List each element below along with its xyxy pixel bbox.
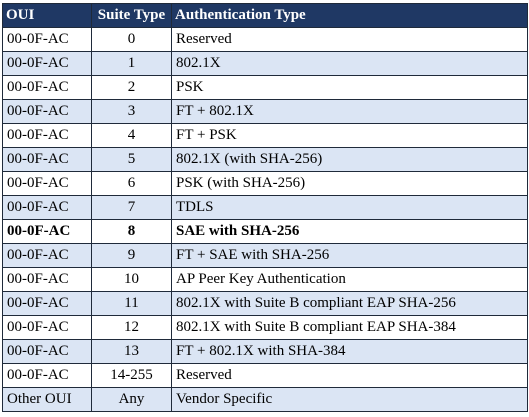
table-row: 00-0F-AC 10 AP Peer Key Authentication	[2, 267, 528, 292]
header-authentication-type: Authentication Type	[171, 3, 528, 28]
table-row: 00-0F-AC 12 802.1X with Suite B compliant …	[2, 315, 528, 340]
table-row: 00-0F-AC 8 SAE with SHA-256	[2, 219, 528, 244]
oui-cell: 00-0F-AC	[2, 243, 92, 268]
suite-type-cell: 13	[91, 339, 172, 364]
suite-type-cell: 12	[91, 315, 172, 340]
suite-type-cell: 6	[91, 171, 172, 196]
suite-type-cell: Any	[91, 387, 172, 412]
table-row: 00-0F-AC 14-255 Reserved	[2, 363, 528, 388]
table-row: 00-0F-AC 1 802.1X	[2, 51, 528, 76]
suite-type-cell: 0	[91, 27, 172, 52]
authentication-type-cell: FT + 802.1X	[171, 99, 528, 124]
authentication-type-cell: TDLS	[171, 195, 528, 220]
oui-cell: 00-0F-AC	[2, 315, 92, 340]
table-row: 00-0F-AC 4 FT + PSK	[2, 123, 528, 148]
oui-cell: 00-0F-AC	[2, 123, 92, 148]
suite-type-cell: 8	[91, 219, 172, 244]
authentication-type-cell: 802.1X (with SHA-256)	[171, 147, 528, 172]
authentication-type-cell: FT + PSK	[171, 123, 528, 148]
oui-cell: 00-0F-AC	[2, 51, 92, 76]
table-row: 00-0F-AC 9 FT + SAE with SHA-256	[2, 243, 528, 268]
suite-type-cell: 2	[91, 75, 172, 100]
authentication-type-cell: Reserved	[171, 27, 528, 52]
suite-type-cell: 9	[91, 243, 172, 268]
oui-cell: 00-0F-AC	[2, 171, 92, 196]
authentication-type-cell: SAE with SHA-256	[171, 219, 528, 244]
header-oui: OUI	[2, 3, 92, 28]
suite-type-cell: 14-255	[91, 363, 172, 388]
table-row: 00-0F-AC 5 802.1X (with SHA-256)	[2, 147, 528, 172]
authentication-type-cell: Reserved	[171, 363, 528, 388]
oui-cell: 00-0F-AC	[2, 363, 92, 388]
authentication-type-cell: Vendor Specific	[171, 387, 528, 412]
oui-cell: 00-0F-AC	[2, 27, 92, 52]
table-body: 00-0F-AC 0 Reserved 00-0F-AC 1 802.1X 00-0F-AC…	[2, 27, 528, 412]
authentication-type-cell: 802.1X with Suite B compliant EAP SHA-38…	[171, 315, 528, 340]
table-row: 00-0F-AC 7 TDLS	[2, 195, 528, 220]
suite-type-cell: 1	[91, 51, 172, 76]
suite-type-cell: 10	[91, 267, 172, 292]
table-header: OUI Suite Type Authentication Type	[2, 3, 528, 28]
suite-type-cell: 4	[91, 123, 172, 148]
header-suite-type: Suite Type	[91, 3, 172, 28]
akm-suite-table-container: OUI Suite Type Authentication Type 00-0F…	[2, 3, 528, 412]
suite-type-cell: 3	[91, 99, 172, 124]
authentication-type-cell: 802.1X	[171, 51, 528, 76]
authentication-type-cell: 802.1X with Suite B compliant EAP SHA-25…	[171, 291, 528, 316]
oui-cell: 00-0F-AC	[2, 291, 92, 316]
oui-cell: 00-0F-AC	[2, 75, 92, 100]
authentication-type-cell: FT + SAE with SHA-256	[171, 243, 528, 268]
suite-type-cell: 11	[91, 291, 172, 316]
table-row: 00-0F-AC 6 PSK (with SHA-256)	[2, 171, 528, 196]
table-row: 00-0F-AC 2 PSK	[2, 75, 528, 100]
table-row: 00-0F-AC 11 802.1X with Suite B compliant …	[2, 291, 528, 316]
authentication-type-cell: PSK (with SHA-256)	[171, 171, 528, 196]
table-row: 00-0F-AC 0 Reserved	[2, 27, 528, 52]
table-row: 00-0F-AC 13 FT + 802.1X with SHA-384	[2, 339, 528, 364]
oui-cell: 00-0F-AC	[2, 147, 92, 172]
header-row: OUI Suite Type Authentication Type	[2, 3, 528, 28]
suite-type-cell: 5	[91, 147, 172, 172]
oui-cell: 00-0F-AC	[2, 195, 92, 220]
authentication-type-cell: AP Peer Key Authentication	[171, 267, 528, 292]
table-row: Other OUI Any Vendor Specific	[2, 387, 528, 412]
authentication-type-cell: PSK	[171, 75, 528, 100]
oui-cell: 00-0F-AC	[2, 267, 92, 292]
oui-cell: 00-0F-AC	[2, 339, 92, 364]
authentication-type-cell: FT + 802.1X with SHA-384	[171, 339, 528, 364]
oui-cell: 00-0F-AC	[2, 219, 92, 244]
oui-cell: Other OUI	[2, 387, 92, 412]
table-row: 00-0F-AC 3 FT + 802.1X	[2, 99, 528, 124]
suite-type-cell: 7	[91, 195, 172, 220]
oui-cell: 00-0F-AC	[2, 99, 92, 124]
akm-suite-table: OUI Suite Type Authentication Type 00-0F…	[2, 3, 528, 412]
